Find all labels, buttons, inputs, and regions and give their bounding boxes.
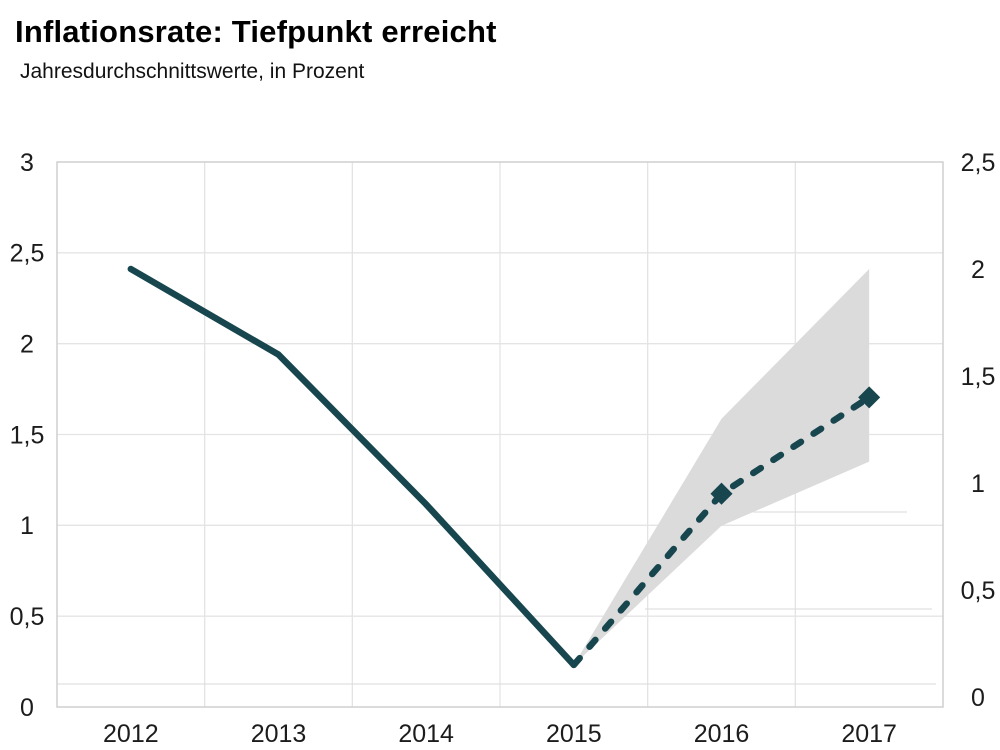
right-axis-tick-label: 1 <box>971 470 985 498</box>
left-axis-tick-label: 0 <box>20 694 34 722</box>
left-axis-tick-label: 1,5 <box>10 421 45 449</box>
left-axis-tick-label: 1 <box>20 512 34 540</box>
left-axis-tick-label: 2,5 <box>10 240 45 268</box>
right-axis-tick-label: 1,5 <box>961 363 996 391</box>
plot-frame <box>56 161 944 708</box>
right-axis-tick-label: 0,5 <box>961 577 996 605</box>
right-axis-tick-label: 2,5 <box>961 149 996 177</box>
x-axis-year-label: 2012 <box>103 720 159 748</box>
x-axis-year-label: 2015 <box>546 720 602 748</box>
chart-title: Inflationsrate: Tiefpunkt erreicht <box>15 14 497 49</box>
right-axis-tick-label: 0 <box>971 684 985 712</box>
left-axis-tick-label: 3 <box>20 149 34 177</box>
history-line <box>127 265 578 669</box>
x-axis-year-label: 2014 <box>398 720 454 748</box>
right-axis-tick-label: 2 <box>971 256 985 284</box>
x-axis-year-label: 2016 <box>694 720 750 748</box>
x-axis-year-label: 2017 <box>841 720 897 748</box>
left-axis-tick-label: 0,5 <box>10 603 45 631</box>
chart-subtitle: Jahresdurchschnittswerte, in Prozent <box>20 60 365 83</box>
confidence-band <box>573 269 870 665</box>
x-axis-year-label: 2013 <box>251 720 307 748</box>
left-axis-tick-label: 2 <box>20 330 34 358</box>
